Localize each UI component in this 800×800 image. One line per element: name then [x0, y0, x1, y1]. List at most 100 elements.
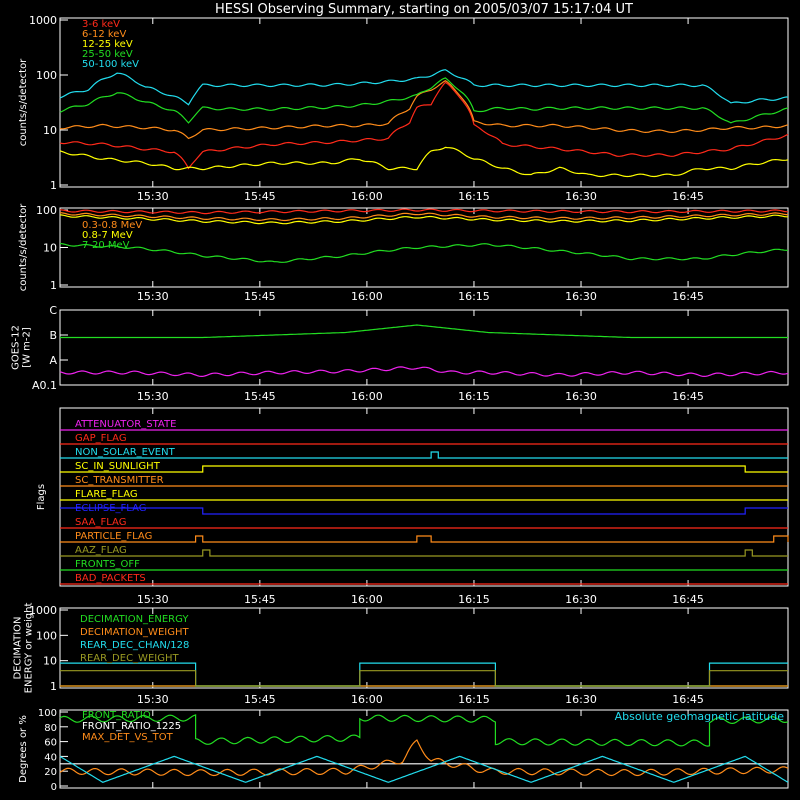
y-tick-label: 1 — [50, 680, 57, 693]
flag-line — [60, 535, 789, 543]
x-tick-label: 16:00 — [351, 190, 383, 203]
x-tick-label: 16:30 — [565, 190, 597, 203]
series-line-0 — [59, 81, 789, 170]
legend-label: 0.3-0.8 MeV — [82, 220, 142, 231]
legend-label: 25-50 keV — [82, 49, 133, 60]
y-tick-label: 100 — [38, 708, 57, 719]
y-tick-label: A — [49, 354, 57, 367]
legend-label: REAR_DEC_CHAN/128 — [80, 640, 189, 651]
flag-label: FRONTS_OFF — [75, 559, 140, 570]
legend-label: 6-12 keV — [82, 29, 126, 40]
y-tick-label: 1 — [50, 279, 57, 292]
panel-frame — [59, 309, 789, 386]
legend-label: MAX_DET_VS_TOT — [82, 732, 174, 743]
x-tick-label: 16:30 — [565, 693, 597, 706]
y-tick-label: 1000 — [29, 604, 57, 617]
x-tick-label: 15:30 — [137, 593, 169, 606]
x-tick-label: 16:00 — [351, 390, 383, 403]
flag-label: BAD_PACKETS — [75, 573, 146, 584]
x-tick-label: 16:45 — [672, 290, 704, 303]
x-tick-label: 16:45 — [672, 593, 704, 606]
y-tick-label: C — [49, 304, 57, 317]
series-line-3 — [59, 77, 789, 124]
y-tick-label: 0 — [51, 782, 57, 793]
y-axis-label: counts/s/detector — [18, 58, 29, 146]
y-tick-label: 20 — [44, 767, 57, 778]
y-axis-label: counts/s/detector — [18, 58, 29, 146]
y-tick-label: 10 — [43, 242, 57, 255]
x-tick-label: 16:15 — [458, 290, 490, 303]
x-tick-label: 16:30 — [565, 593, 597, 606]
flag-label: AAZ_FLAG — [75, 545, 127, 556]
series-line-0 — [59, 212, 788, 222]
series-line-4 — [59, 69, 788, 106]
flag-label: PARTICLE_FLAG — [75, 531, 152, 542]
y-tick-label: 100 — [36, 204, 57, 217]
x-tick-label: 15:45 — [244, 593, 276, 606]
y-axis-label: DECIMATION — [13, 616, 24, 679]
series-line-0 — [60, 324, 788, 339]
legend-label: 50-100 keV — [82, 59, 139, 70]
y-axis-label: Degrees or % — [18, 715, 29, 783]
x-tick-label: 15:30 — [137, 290, 169, 303]
y-tick-label: 100 — [36, 629, 57, 642]
panel-frame — [59, 17, 789, 188]
panel-frame — [59, 407, 789, 587]
x-tick-label: 15:45 — [244, 693, 276, 706]
legend-label: DECIMATION_WEIGHT — [80, 627, 189, 638]
series-line-3 — [60, 670, 788, 687]
flag-label: SC_TRANSMITTER — [75, 475, 164, 486]
legend-label: 0.8-7 MeV — [82, 230, 133, 241]
flag-label: SAA_FLAG — [75, 517, 126, 528]
y-axis-label: counts/s/detector — [18, 203, 29, 291]
series-line-2 — [59, 242, 789, 263]
legend-label: REAR_DEC_WEIGHT — [80, 653, 179, 664]
flag-label: FLARE_FLAG — [75, 489, 138, 500]
flag-label: GAP_FLAG — [75, 433, 127, 444]
y-axis-label: GOES-12 [W m-2] — [11, 325, 33, 370]
panel-frame — [59, 607, 789, 689]
y-axis-label: Flags — [36, 484, 47, 510]
legend-label: 3-6 keV — [82, 19, 120, 30]
y-tick-label: 100 — [36, 69, 57, 82]
x-tick-label: 15:30 — [137, 190, 169, 203]
x-tick-label: 15:30 — [137, 390, 169, 403]
x-tick-label: 16:45 — [672, 190, 704, 203]
y-tick-label: 1000 — [29, 14, 57, 27]
x-tick-label: 16:30 — [565, 290, 597, 303]
chart-title: HESSI Observing Summary, starting on 200… — [215, 2, 633, 17]
x-tick-label: 16:00 — [351, 290, 383, 303]
flag-line — [60, 465, 788, 473]
x-tick-label: 15:30 — [137, 693, 169, 706]
x-tick-label: 16:45 — [672, 693, 704, 706]
flag-line — [60, 549, 788, 557]
y-tick-label: B — [49, 329, 57, 342]
series-line-1 — [59, 214, 788, 225]
panel-frame — [59, 709, 789, 789]
legend-label: FRONT_RATIO_1225 — [82, 721, 181, 732]
x-tick-label: 16:00 — [351, 693, 383, 706]
series-line-1 — [59, 366, 789, 378]
x-tick-label: 16:45 — [672, 390, 704, 403]
y-axis-label: ENERGY or weight — [24, 603, 35, 694]
y-axis-label: counts/s/detector — [18, 203, 29, 291]
legend-label: 12-25 keV — [82, 39, 133, 50]
flag-label: NON_SOLAR_EVENT — [75, 447, 176, 458]
series-line-2 — [60, 662, 788, 687]
y-axis-label: Flags — [36, 484, 47, 510]
y-axis-label: GOES-12 — [11, 325, 22, 370]
y-tick-label: 40 — [44, 752, 57, 763]
legend-label: FRONT_RATIO — [82, 710, 151, 721]
y-tick-label: 80 — [44, 723, 57, 734]
y-axis-label: DECIMATION ENERGY or weight — [13, 603, 35, 694]
x-tick-label: 15:45 — [244, 290, 276, 303]
flag-line — [60, 507, 788, 515]
y-tick-label: A0.1 — [32, 379, 57, 392]
legend-label: Absolute geomagnetic latitude — [615, 710, 785, 723]
series-line-2 — [59, 146, 789, 178]
flag-label: ATTENUATOR_STATE — [75, 419, 176, 430]
series-line-3 — [59, 755, 789, 783]
x-tick-label: 15:45 — [244, 190, 276, 203]
legend-label: 7-20 MeV — [82, 240, 130, 251]
